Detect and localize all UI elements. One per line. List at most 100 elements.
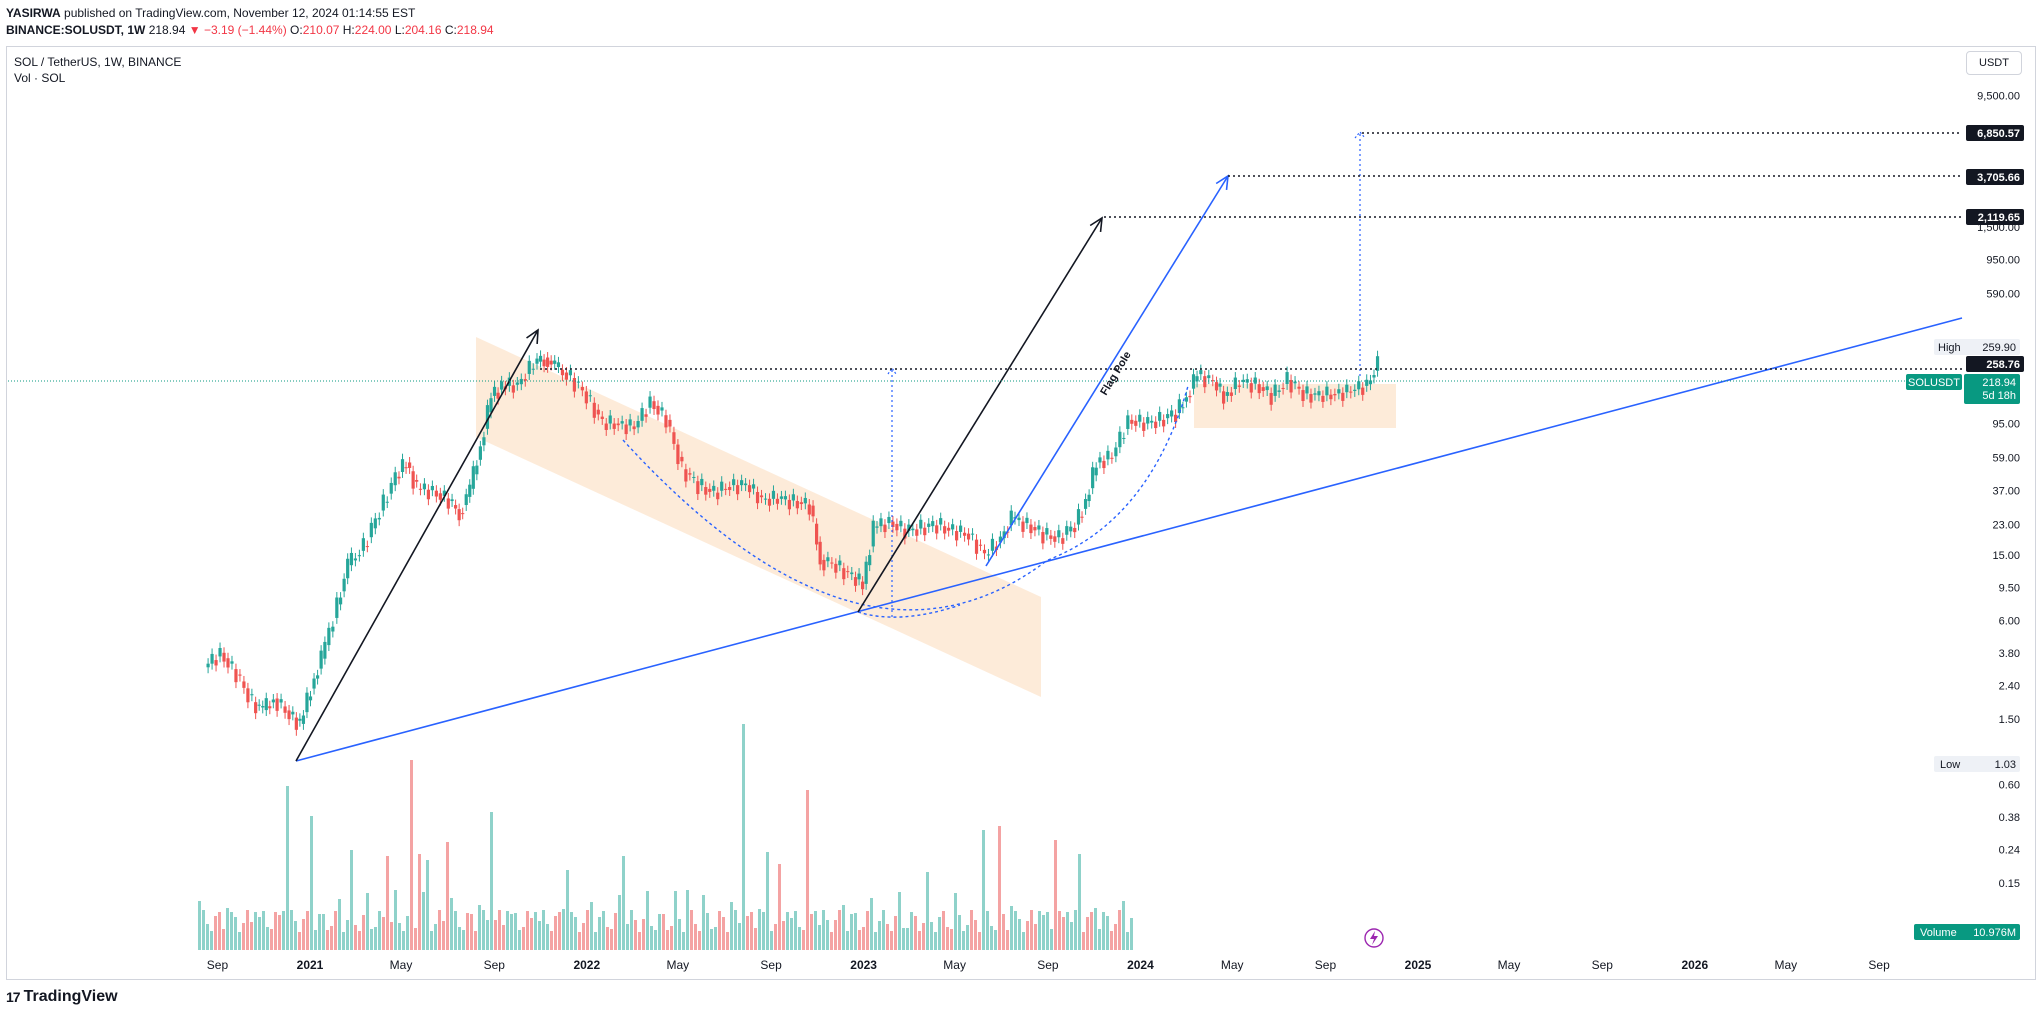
time-axis-label: May [390,958,413,972]
candle-body [287,710,291,720]
candle-body [644,414,648,417]
volume-bar [214,916,217,950]
candle-body [312,678,316,689]
candle-body [767,498,772,506]
volume-bar [622,856,625,950]
volume-bar [722,917,725,950]
volume-bar [818,925,821,950]
volume-bar [610,929,613,950]
candle-body [531,368,535,370]
candle-body [935,525,939,534]
candle-body [1170,410,1174,417]
volume-legend[interactable]: Vol · SOL [14,71,66,85]
time-axis-label: 2024 [1127,958,1154,972]
candle-body [624,424,628,435]
lightning-icon-bolt [1370,931,1378,945]
volume-bar [506,911,509,950]
price-axis-tick: 2.40 [1999,681,2020,693]
candle-body [692,476,696,478]
resistance-label: 258.76 [1986,359,2020,371]
candle-body [891,521,895,527]
candle-body [1277,390,1281,392]
candle-body [1313,393,1317,395]
volume-bar [266,927,269,950]
candle-body [850,572,854,575]
measure-arrow-1 [887,366,897,375]
volume-bar [470,914,473,950]
candle-body [335,597,339,618]
volume-bar [770,931,773,950]
volume-bar [198,901,201,950]
candle-body [807,504,811,515]
volume-bar [282,911,285,950]
publish-info: YASIRWA published on TradingView.com, No… [6,6,415,20]
volume-bar [746,916,749,950]
candle-body [732,479,736,486]
measure-arrow-2 [1354,131,1366,139]
candle-body [442,490,446,496]
low-label: Low [1940,759,1960,771]
volume-bar [378,911,381,950]
target-2-label: 3,705.66 [1977,172,2020,184]
volume-bar [346,920,349,950]
candle-body [1184,397,1189,402]
candle-body [740,480,744,486]
volume-bar [934,932,937,950]
volume-bar [254,912,257,950]
candle-body [298,718,302,721]
candle-body [919,519,923,529]
volume-bar [838,910,841,950]
candle-body [883,524,887,533]
candle-body [475,465,479,475]
candle-body [535,358,539,364]
volume-bar [386,856,389,950]
candle-body [803,497,807,504]
candle-body [708,488,712,492]
candle-body [1134,420,1138,426]
volume-bar [498,910,501,950]
candle-body [1285,372,1289,384]
candle-body [438,493,442,500]
candle-body [1106,450,1110,460]
volume-bar [1122,901,1125,950]
candle-body [349,552,354,566]
volume-bar [370,929,373,950]
currency-button[interactable]: USDT [1966,51,2022,75]
candle-body [664,415,668,428]
candle-body [660,407,664,411]
volume-bar [526,911,529,950]
volume-bar [1102,912,1105,950]
chart-legend-title[interactable]: SOL / TetherUS, 1W, BINANCE [14,55,182,69]
candle-body [1375,356,1380,371]
candle-body [1345,384,1349,393]
volume-bar [458,927,461,950]
candle-body [1142,422,1146,431]
candle-body [815,523,819,545]
high-label: H: [342,23,355,37]
tradingview-brand[interactable]: 17 TradingView [6,988,118,1006]
volume-bar [850,914,853,950]
candle-body [1233,377,1237,389]
candle-body [628,419,632,426]
volume-bar [678,919,681,950]
candle-body [1154,421,1158,429]
volume-bar [734,910,737,950]
candle-body [1162,419,1166,427]
time-axis-label: Sep [1315,958,1337,972]
candle-body [580,386,584,391]
volume-bar [334,911,337,950]
candle-body [1181,407,1185,409]
price-axis-tick: 9,500.00 [1977,91,2020,103]
candle-body [346,558,350,579]
candle-body [1349,391,1353,393]
volume-bar [298,932,301,950]
candle-body [716,492,720,500]
candle-body [763,498,768,500]
volume-bar [774,924,777,950]
volume-bar [366,893,369,950]
volume-bar [542,910,545,950]
candle-body [1329,394,1333,400]
candle-body [947,527,951,531]
volume-bar [294,921,297,950]
